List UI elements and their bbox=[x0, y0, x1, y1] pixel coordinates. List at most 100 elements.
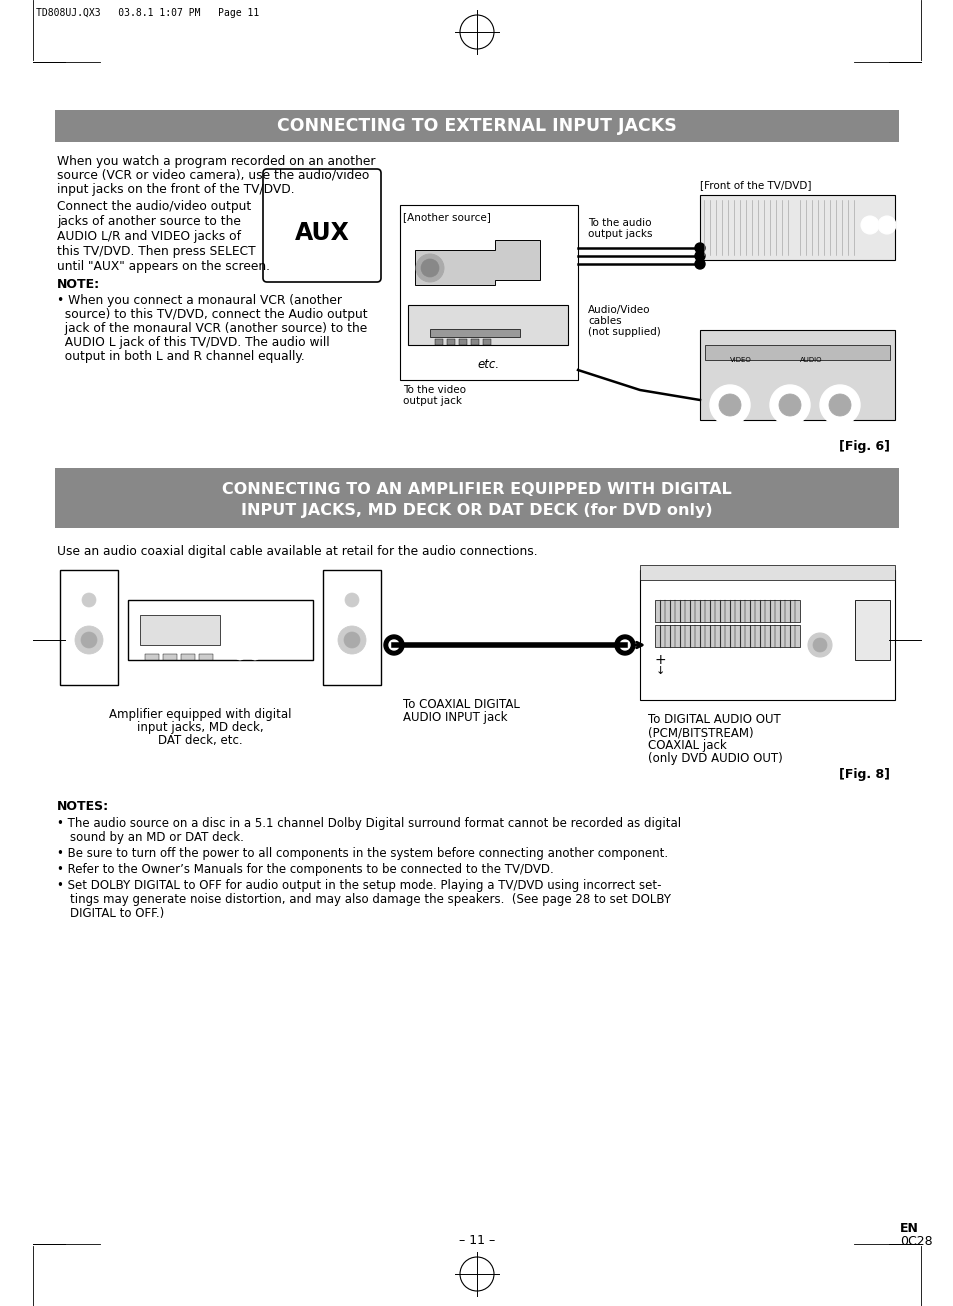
Circle shape bbox=[695, 251, 704, 261]
Circle shape bbox=[77, 588, 101, 613]
Text: AUDIO L jack of this TV/DVD. The audio will: AUDIO L jack of this TV/DVD. The audio w… bbox=[57, 336, 330, 349]
Circle shape bbox=[75, 626, 103, 654]
Text: input jacks, MD deck,: input jacks, MD deck, bbox=[136, 721, 263, 734]
Bar bbox=[60, 569, 118, 686]
Text: AUX: AUX bbox=[294, 221, 349, 246]
Text: NOTE:: NOTE: bbox=[57, 278, 100, 291]
Text: Use an audio coaxial digital cable available at retail for the audio connections: Use an audio coaxial digital cable avail… bbox=[57, 545, 537, 558]
Circle shape bbox=[389, 640, 398, 650]
Text: CONNECTING TO EXTERNAL INPUT JACKS: CONNECTING TO EXTERNAL INPUT JACKS bbox=[276, 118, 677, 135]
Text: source (VCR or video camera), use the audio/video: source (VCR or video camera), use the au… bbox=[57, 168, 369, 182]
Circle shape bbox=[828, 394, 850, 417]
Bar bbox=[145, 654, 159, 660]
Bar bbox=[700, 330, 894, 421]
Text: cables: cables bbox=[587, 316, 621, 326]
Circle shape bbox=[234, 650, 245, 660]
Text: [Fig. 8]: [Fig. 8] bbox=[838, 768, 889, 781]
Text: • The audio source on a disc in a 5.1 channel Dolby Digital surround format cann: • The audio source on a disc in a 5.1 ch… bbox=[57, 818, 680, 831]
Text: CONNECTING TO AN AMPLIFIER EQUIPPED WITH DIGITAL: CONNECTING TO AN AMPLIFIER EQUIPPED WITH… bbox=[222, 482, 731, 496]
Text: Connect the audio/video output: Connect the audio/video output bbox=[57, 200, 251, 213]
Text: To the audio: To the audio bbox=[587, 218, 651, 229]
Circle shape bbox=[384, 635, 403, 656]
Bar bbox=[199, 654, 213, 660]
Bar bbox=[655, 626, 800, 646]
Text: • Set DOLBY DIGITAL to OFF for audio output in the setup mode. Playing a TV/DVD : • Set DOLBY DIGITAL to OFF for audio out… bbox=[57, 879, 660, 892]
Circle shape bbox=[250, 650, 260, 660]
Bar bbox=[323, 569, 380, 686]
Text: [Fig. 6]: [Fig. 6] bbox=[838, 440, 889, 453]
Text: output jacks: output jacks bbox=[587, 229, 652, 239]
Bar bbox=[482, 340, 491, 345]
Circle shape bbox=[337, 626, 366, 654]
Text: +: + bbox=[654, 653, 665, 667]
Text: [Front of the TV/DVD]: [Front of the TV/DVD] bbox=[700, 180, 811, 189]
Text: [Another source]: [Another source] bbox=[402, 212, 491, 222]
Text: – 11 –: – 11 – bbox=[458, 1234, 495, 1247]
Bar bbox=[181, 654, 194, 660]
Bar bbox=[655, 599, 800, 622]
Text: • Be sure to turn off the power to all components in the system before connectin: • Be sure to turn off the power to all c… bbox=[57, 848, 667, 859]
Circle shape bbox=[861, 215, 878, 234]
Circle shape bbox=[719, 394, 740, 417]
Text: output jack: output jack bbox=[402, 396, 461, 406]
Circle shape bbox=[709, 385, 749, 424]
Circle shape bbox=[330, 618, 374, 662]
Text: DIGITAL to OFF.): DIGITAL to OFF.) bbox=[70, 906, 164, 919]
Text: this TV/DVD. Then press SELECT: this TV/DVD. Then press SELECT bbox=[57, 246, 255, 259]
Text: (only DVD AUDIO OUT): (only DVD AUDIO OUT) bbox=[647, 752, 781, 765]
Bar bbox=[458, 340, 467, 345]
Bar bbox=[447, 340, 455, 345]
Bar bbox=[700, 195, 894, 260]
Bar bbox=[639, 565, 894, 580]
Text: (not supplied): (not supplied) bbox=[587, 326, 660, 337]
Text: 0C28: 0C28 bbox=[899, 1235, 932, 1249]
Text: AUDIO: AUDIO bbox=[800, 357, 821, 363]
Text: • Refer to the Owner’s Manuals for the components to be connected to the TV/DVD.: • Refer to the Owner’s Manuals for the c… bbox=[57, 863, 553, 876]
Bar bbox=[163, 654, 177, 660]
Bar bbox=[854, 599, 889, 660]
Bar bbox=[55, 110, 898, 142]
Text: INPUT JACKS, MD DECK OR DAT DECK (for DVD only): INPUT JACKS, MD DECK OR DAT DECK (for DV… bbox=[241, 503, 712, 517]
Text: tings may generate noise distortion, and may also damage the speakers.  (See pag: tings may generate noise distortion, and… bbox=[70, 893, 670, 906]
Circle shape bbox=[695, 243, 704, 253]
Bar bbox=[140, 615, 220, 645]
Circle shape bbox=[82, 593, 96, 607]
Text: input jacks on the front of the TV/DVD.: input jacks on the front of the TV/DVD. bbox=[57, 183, 294, 196]
Bar bbox=[408, 306, 567, 345]
Text: AUDIO INPUT jack: AUDIO INPUT jack bbox=[402, 710, 507, 724]
Text: AUDIO L/R and VIDEO jacks of: AUDIO L/R and VIDEO jacks of bbox=[57, 230, 241, 243]
Text: EN: EN bbox=[899, 1222, 918, 1235]
Circle shape bbox=[877, 215, 895, 234]
Text: sound by an MD or DAT deck.: sound by an MD or DAT deck. bbox=[70, 831, 244, 844]
Circle shape bbox=[416, 253, 443, 282]
Polygon shape bbox=[415, 240, 539, 285]
Circle shape bbox=[344, 632, 359, 648]
Circle shape bbox=[807, 633, 831, 657]
Text: TD808UJ.QX3   03.8.1 1:07 PM   Page 11: TD808UJ.QX3 03.8.1 1:07 PM Page 11 bbox=[36, 8, 259, 18]
Text: until "AUX" appears on the screen.: until "AUX" appears on the screen. bbox=[57, 260, 270, 273]
Circle shape bbox=[420, 259, 438, 277]
Circle shape bbox=[345, 593, 358, 607]
Circle shape bbox=[615, 635, 635, 656]
Bar bbox=[435, 340, 442, 345]
Text: NOTES:: NOTES: bbox=[57, 801, 109, 814]
Text: VIDEO: VIDEO bbox=[729, 357, 751, 363]
Text: source) to this TV/DVD, connect the Audio output: source) to this TV/DVD, connect the Audi… bbox=[57, 308, 367, 321]
Text: Audio/Video: Audio/Video bbox=[587, 306, 650, 315]
Bar bbox=[704, 345, 889, 360]
Circle shape bbox=[339, 588, 364, 613]
Circle shape bbox=[779, 394, 801, 417]
Text: To the video: To the video bbox=[402, 385, 465, 394]
Bar bbox=[471, 340, 478, 345]
Bar bbox=[55, 468, 898, 528]
Text: output in both L and R channel equally.: output in both L and R channel equally. bbox=[57, 350, 304, 363]
Circle shape bbox=[812, 639, 826, 652]
Bar bbox=[128, 599, 313, 660]
Text: etc.: etc. bbox=[477, 358, 499, 371]
Bar bbox=[399, 205, 578, 380]
Text: To COAXIAL DIGITAL: To COAXIAL DIGITAL bbox=[402, 697, 519, 710]
Circle shape bbox=[820, 385, 859, 424]
Circle shape bbox=[769, 385, 809, 424]
Text: (PCM/BITSTREAM): (PCM/BITSTREAM) bbox=[647, 726, 753, 739]
Text: Amplifier equipped with digital: Amplifier equipped with digital bbox=[109, 708, 291, 721]
